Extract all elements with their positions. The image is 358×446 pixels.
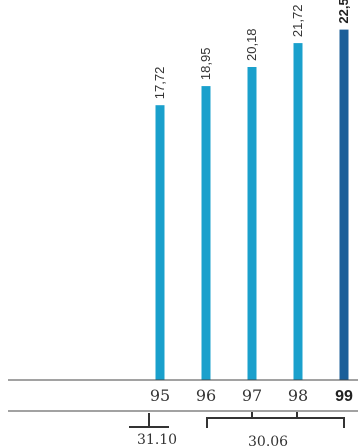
x-tick-labels: 95 96 97 98 99 <box>150 386 353 405</box>
x-tick-98: 98 <box>288 386 308 405</box>
period-label-left: 31.10 <box>137 432 177 446</box>
value-label-97: 20,18 <box>244 28 259 61</box>
period-bracket-left <box>129 413 169 428</box>
x-tick-99: 99 <box>335 388 353 405</box>
value-label-98: 21,72 <box>290 5 305 38</box>
bars-layer <box>155 29 349 380</box>
value-label-96: 18,95 <box>198 48 213 81</box>
value-label-95: 17,72 <box>152 67 167 100</box>
bar-96 <box>201 86 211 380</box>
bar-97 <box>247 67 257 380</box>
bar-98 <box>293 43 303 380</box>
value-labels-layer: 17,72 18,95 20,18 21,72 22,59 <box>152 0 351 99</box>
period-bracket-right <box>206 412 345 428</box>
bar-95 <box>155 105 165 380</box>
value-label-99: 22,59 <box>336 0 351 24</box>
x-tick-96: 96 <box>196 386 216 405</box>
x-tick-95: 95 <box>150 386 170 405</box>
bar-99 <box>339 29 349 380</box>
period-label-right: 30.06 <box>248 434 288 446</box>
x-tick-97: 97 <box>242 386 262 405</box>
